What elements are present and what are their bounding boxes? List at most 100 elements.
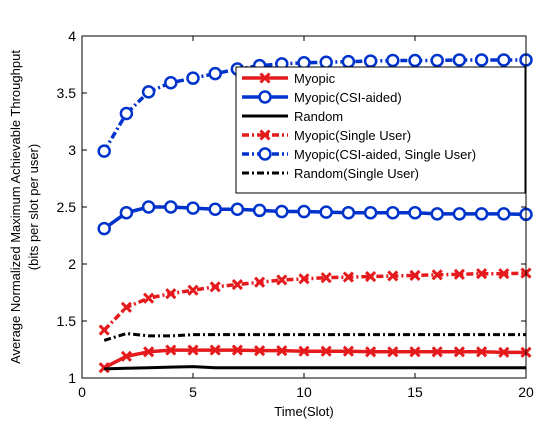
y-tick-label: 3	[68, 142, 76, 158]
data-point	[165, 288, 177, 300]
legend-entry: Myopic(CSI-aided)	[242, 90, 402, 105]
series-line-5	[103, 332, 526, 342]
x-axis-label: Time(Slot)	[274, 404, 333, 419]
y-tick-label: 2	[68, 256, 76, 272]
y-tick-label: 2.5	[57, 199, 77, 215]
data-point	[141, 200, 156, 214]
series-3	[98, 267, 532, 336]
data-point	[409, 346, 421, 358]
data-point	[476, 346, 488, 358]
data-point	[187, 344, 199, 356]
x-tick-label: 20	[518, 384, 534, 400]
data-point	[320, 272, 332, 284]
data-point	[120, 350, 132, 362]
series-0	[98, 344, 532, 374]
data-point	[254, 345, 266, 357]
data-point	[187, 284, 199, 296]
data-point	[498, 346, 510, 358]
data-point	[365, 346, 377, 358]
y-tick-label: 4	[68, 28, 76, 44]
data-point	[341, 205, 356, 220]
data-point	[341, 54, 356, 69]
data-point	[98, 324, 110, 336]
data-point	[386, 53, 400, 68]
data-point	[186, 71, 200, 85]
legend-entry: Random(Single User)	[242, 166, 419, 181]
data-point	[474, 207, 489, 221]
data-point	[164, 75, 178, 90]
data-point	[297, 204, 311, 219]
data-point	[119, 106, 134, 121]
data-point	[97, 144, 111, 158]
legend-marker	[258, 90, 272, 104]
legend: Myopic Myopic(CSI-aided) Random Myopic(Sing…	[235, 66, 526, 194]
data-point	[431, 269, 443, 281]
data-point	[143, 292, 155, 304]
data-point	[186, 201, 200, 215]
data-point	[230, 202, 245, 217]
y-tick-label: 3.5	[57, 85, 77, 101]
data-point	[120, 301, 132, 313]
legend-label: Random	[294, 109, 343, 124]
data-point	[430, 207, 444, 221]
data-point	[342, 271, 354, 283]
data-point	[498, 268, 510, 280]
x-tick-label: 15	[407, 384, 423, 400]
series-layer	[97, 53, 533, 374]
y-axis-label-line1: Average Normalized Maximum Achievable Th…	[8, 50, 23, 364]
data-point	[387, 346, 399, 358]
y-axis-label-line2: (bits per slot per user)	[26, 144, 41, 270]
series-line-3	[102, 271, 527, 332]
data-point	[386, 205, 400, 220]
data-point	[453, 268, 465, 280]
data-point	[141, 85, 156, 99]
legend-marker	[259, 72, 271, 84]
data-point	[497, 53, 511, 67]
data-point	[298, 273, 310, 285]
y-tick-label: 1	[68, 370, 76, 386]
legend-entry: Random	[242, 109, 343, 124]
data-point	[497, 207, 511, 221]
data-point	[363, 205, 378, 220]
data-point	[408, 205, 422, 220]
axes-layer: 0 5 10 15 20 1 1.5 2 2.5 3 3.5 4	[57, 28, 534, 400]
x-tick-label: 10	[296, 384, 312, 400]
legend-label: Myopic(Single User)	[294, 128, 411, 143]
data-point	[143, 346, 155, 358]
series-line-2	[104, 365, 526, 371]
data-point	[452, 53, 467, 67]
data-point	[320, 345, 332, 357]
data-point	[387, 270, 399, 282]
data-point	[165, 344, 177, 356]
data-point	[342, 345, 354, 357]
data-point	[365, 270, 377, 283]
legend-entry: Myopic(Single User)	[242, 128, 411, 143]
data-point	[453, 346, 465, 358]
data-point	[319, 205, 333, 219]
x-tick-label: 0	[78, 384, 86, 400]
data-point	[275, 204, 289, 219]
legend-marker	[259, 129, 271, 141]
x-tick-label: 5	[189, 384, 197, 400]
y-tick-label: 1.5	[57, 313, 77, 329]
series-5	[103, 332, 526, 342]
legend-box	[235, 66, 526, 194]
legend-label: Myopic(CSI-aided, Single User)	[294, 147, 476, 162]
data-point	[97, 221, 111, 236]
data-point	[208, 66, 222, 81]
legend-entry: Myopic(CSI-aided, Single User)	[242, 147, 476, 162]
data-point	[409, 269, 421, 281]
legend-label: Myopic	[294, 71, 336, 86]
data-point	[431, 346, 443, 358]
data-point	[452, 207, 467, 221]
data-point	[231, 344, 243, 356]
data-point	[254, 276, 266, 288]
data-point	[476, 268, 488, 280]
legend-label: Myopic(CSI-aided)	[294, 90, 402, 105]
legend-marker	[258, 147, 272, 161]
data-point	[252, 203, 267, 218]
data-point	[231, 278, 243, 291]
data-point	[408, 53, 422, 68]
data-point	[474, 53, 489, 67]
